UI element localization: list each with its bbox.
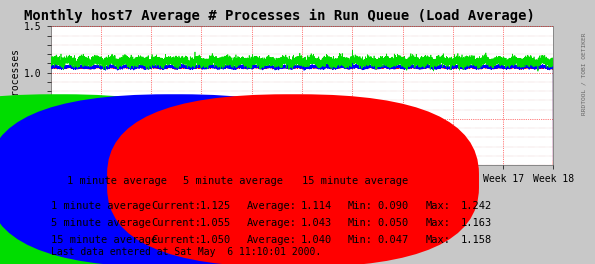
Text: Average:: Average: (247, 235, 297, 245)
Text: Current:: Current: (152, 235, 202, 245)
Text: 0.090: 0.090 (378, 201, 409, 211)
Text: 1.040: 1.040 (300, 235, 332, 245)
Text: 0.050: 0.050 (378, 218, 409, 228)
Text: Max:: Max: (425, 218, 450, 228)
Text: Max:: Max: (425, 201, 450, 211)
Text: 1.050: 1.050 (199, 235, 231, 245)
Text: Last data entered at Sat May  6 11:10:01 2000.: Last data entered at Sat May 6 11:10:01 … (51, 247, 321, 257)
Text: 1.114: 1.114 (300, 201, 332, 211)
Text: 1.043: 1.043 (300, 218, 332, 228)
Text: 15 minute average: 15 minute average (302, 176, 409, 186)
Text: 1.055: 1.055 (199, 218, 231, 228)
Text: Min:: Min: (348, 201, 373, 211)
Text: 0.047: 0.047 (378, 235, 409, 245)
Text: 1 minute average: 1 minute average (67, 176, 167, 186)
Y-axis label: Number Processes: Number Processes (11, 49, 21, 143)
Text: 5 minute average: 5 minute average (51, 218, 151, 228)
Text: Min:: Min: (348, 218, 373, 228)
Text: 5 minute average: 5 minute average (183, 176, 283, 186)
Text: Current:: Current: (152, 201, 202, 211)
Text: Monthly host7 Average # Processes in Run Queue (Load Average): Monthly host7 Average # Processes in Run… (24, 9, 535, 23)
Text: 1 minute average: 1 minute average (51, 201, 151, 211)
Text: 1.242: 1.242 (461, 201, 493, 211)
Text: RRDTOOL / TOBI OETIKER: RRDTOOL / TOBI OETIKER (581, 33, 586, 115)
Text: 1.158: 1.158 (461, 235, 493, 245)
Text: Average:: Average: (247, 201, 297, 211)
Text: Average:: Average: (247, 218, 297, 228)
Text: 1.163: 1.163 (461, 218, 493, 228)
Text: Current:: Current: (152, 218, 202, 228)
Text: Max:: Max: (425, 235, 450, 245)
Text: Min:: Min: (348, 235, 373, 245)
Text: 1.125: 1.125 (199, 201, 231, 211)
Text: 15 minute average: 15 minute average (51, 235, 157, 245)
